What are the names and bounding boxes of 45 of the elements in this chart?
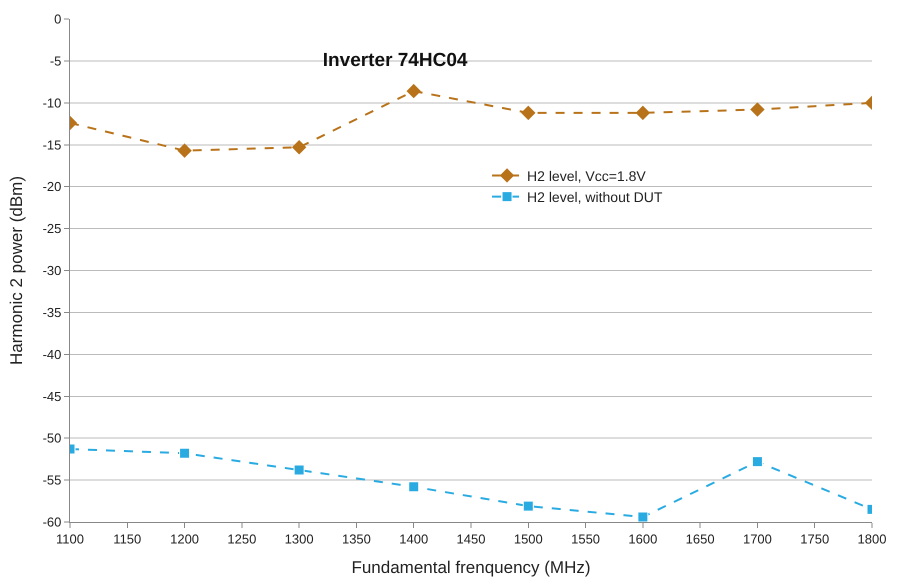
y-tick-label: -45 [42, 388, 62, 404]
y-axis-title: Harmonic 2 power (dBm) [7, 176, 26, 365]
x-tick-label: 1150 [113, 532, 142, 547]
x-tick-label: 1300 [284, 532, 314, 547]
point [179, 448, 190, 459]
y-tick-label: 0 [54, 12, 62, 27]
x-tick-label: 1200 [170, 532, 200, 547]
x-tick-label: 1100 [56, 532, 84, 547]
x-tick-label: 1700 [742, 532, 772, 547]
y-tick-label: -20 [42, 179, 62, 194]
y-tick-label: -10 [42, 95, 62, 110]
y-tick-label: -60 [42, 514, 62, 530]
y-tick-label: -25 [42, 221, 62, 236]
text: Inverter 74HC04 [322, 50, 468, 71]
point [294, 464, 305, 476]
x-tick-label: 1550 [571, 532, 600, 547]
point [750, 102, 764, 117]
x-tick-label: 1400 [399, 532, 428, 547]
y-tick-label: -55 [42, 472, 62, 488]
y-tick-label: -40 [42, 346, 62, 362]
point [408, 481, 420, 492]
point [178, 144, 192, 158]
legend-label: H2 level, without DUT [527, 189, 663, 206]
x-tick-label: 1800 [858, 532, 886, 547]
x-tick-label: 1600 [628, 532, 658, 547]
x-tick-label: 1650 [686, 532, 715, 547]
point [406, 84, 421, 98]
point [752, 456, 763, 468]
point [292, 140, 306, 154]
point [636, 106, 650, 120]
point [637, 511, 648, 522]
y-tick-label: -35 [42, 304, 62, 320]
y-tick-label: -50 [42, 430, 62, 446]
legend-label: H2 level, Vcc=1.8V [527, 168, 646, 184]
y-tick-label: -30 [42, 263, 62, 278]
x-tick-label: 1350 [342, 532, 371, 547]
point [522, 500, 534, 512]
x-tick-label: 1750 [800, 532, 830, 547]
x-tick-label: 1250 [227, 532, 256, 547]
x-tick-label: 1450 [456, 532, 486, 547]
y-tick-label: -5 [50, 53, 62, 68]
point [521, 106, 536, 120]
x-axis-title: Fundamental frenquency (MHz) [351, 558, 591, 577]
x-tick-label: 1500 [514, 532, 543, 547]
y-tick-label: -15 [42, 137, 62, 152]
